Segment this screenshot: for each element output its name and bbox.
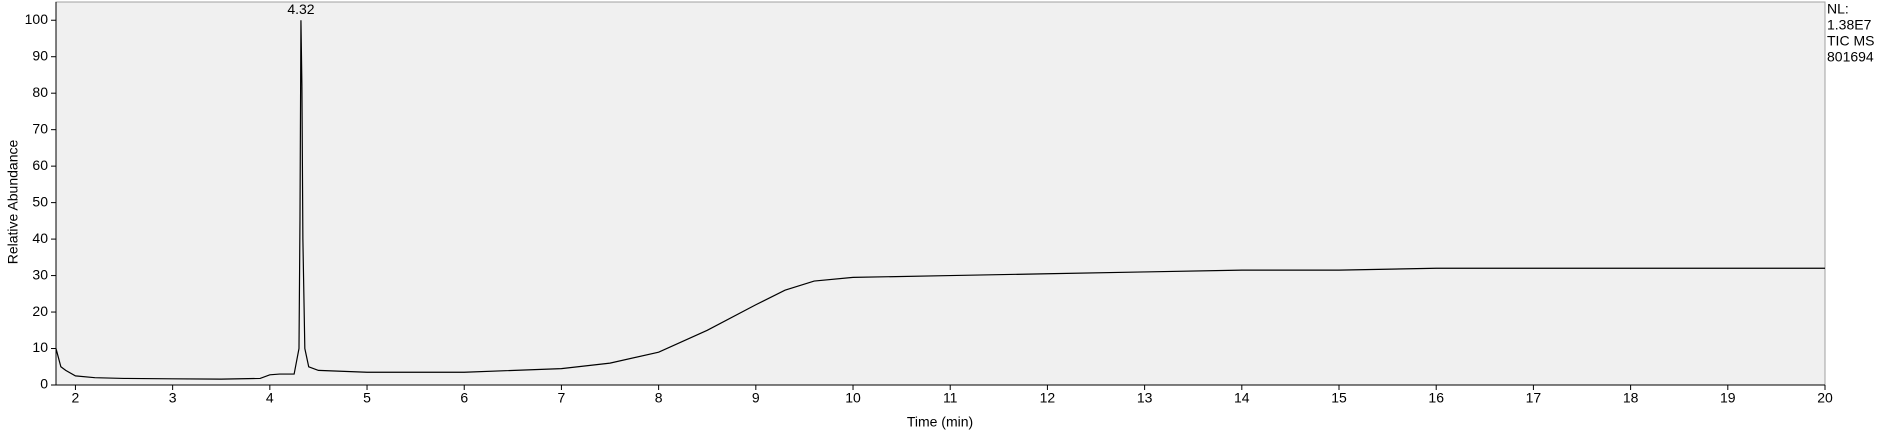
x-tick-label: 17: [1526, 390, 1542, 406]
x-tick-label: 16: [1428, 390, 1444, 406]
trace: [55, 20, 1825, 380]
y-tick-label: 30: [32, 266, 48, 282]
x-tick-label: 14: [1234, 390, 1250, 406]
y-tick-label: 100: [25, 11, 49, 27]
x-tick-label: 15: [1331, 390, 1347, 406]
x-tick-label: 7: [558, 390, 566, 406]
x-tick-label: 5: [363, 390, 371, 406]
peak-label: 4.32: [287, 1, 314, 17]
y-tick-label: 20: [32, 303, 48, 319]
info-line: 801694: [1827, 49, 1874, 65]
info-line: 1.38E7: [1827, 17, 1872, 33]
info-line: NL:: [1827, 1, 1849, 17]
x-tick-label: 9: [752, 390, 760, 406]
y-axis-label: Relative Abundance: [5, 140, 21, 265]
x-tick-label: 4: [266, 390, 274, 406]
x-tick-label: 6: [460, 390, 468, 406]
y-tick-label: 80: [32, 84, 48, 100]
y-tick-label: 90: [32, 47, 48, 63]
info-line: TIC MS: [1827, 33, 1874, 49]
x-tick-label: 20: [1817, 390, 1833, 406]
x-tick-label: 8: [655, 390, 663, 406]
y-tick-label: 40: [32, 230, 48, 246]
x-tick-label: 2: [72, 390, 80, 406]
x-axis-label: Time (min): [907, 414, 973, 430]
x-tick-label: 12: [1040, 390, 1056, 406]
x-tick-label: 11: [943, 390, 958, 406]
y-tick-label: 10: [32, 339, 48, 355]
y-tick-label: 60: [32, 157, 48, 173]
x-tick-label: 3: [169, 390, 177, 406]
plot-area: [55, 1, 1826, 386]
y-tick-label: 0: [40, 376, 48, 392]
x-tick-label: 19: [1720, 390, 1736, 406]
y-tick-label: 50: [32, 193, 48, 209]
x-tick-label: 18: [1623, 390, 1639, 406]
x-tick-label: 13: [1137, 390, 1153, 406]
y-tick-label: 70: [32, 120, 48, 136]
x-tick-label: 10: [845, 390, 861, 406]
